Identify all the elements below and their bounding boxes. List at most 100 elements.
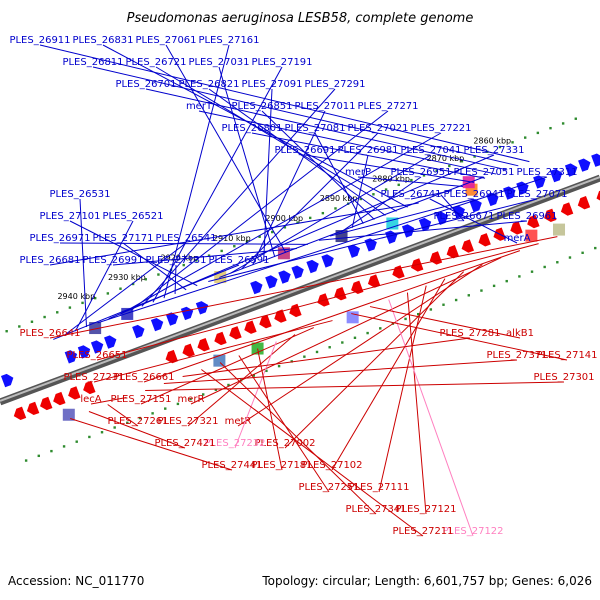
gene-label: PLES_27081 — [284, 123, 345, 134]
minor-tick-upper — [505, 279, 508, 283]
gene-label: PLES_26811 — [62, 57, 123, 68]
forward-gene-arrow — [165, 312, 179, 326]
leader-line — [119, 132, 442, 316]
forward-gene-arrow — [64, 350, 78, 364]
gene-label: PLES_27421 — [154, 438, 215, 449]
feature-block — [335, 230, 348, 243]
leader-line — [49, 236, 558, 339]
leader-line — [284, 271, 465, 449]
leader-line — [112, 247, 297, 266]
gene-label: alkB1 — [506, 328, 534, 339]
minor-tick-lower — [30, 320, 34, 323]
minor-tick-upper — [100, 431, 104, 434]
reverse-gene-arrow — [53, 391, 66, 406]
gene-label: PLES_27281 — [439, 328, 500, 339]
minor-tick-lower — [271, 230, 274, 234]
reverse-gene-arrow — [478, 233, 491, 247]
leader-line — [140, 327, 314, 405]
reverse-gene-arrow — [596, 190, 600, 201]
leader-line — [74, 220, 134, 332]
minor-tick-upper — [151, 412, 154, 415]
minor-tick-lower — [549, 126, 552, 130]
leader-line — [314, 132, 364, 224]
leader-line — [357, 176, 463, 187]
gene-label: PLES_26521 — [102, 211, 163, 222]
forward-gene-arrow — [104, 335, 117, 349]
minor-tick-upper — [568, 256, 572, 259]
minor-tick-lower — [422, 174, 426, 177]
forward-gene-arrow — [347, 244, 361, 258]
gene-label: PLES_26701 — [115, 79, 176, 90]
gene-label: PLES_26641 — [19, 328, 80, 339]
leader-line — [406, 292, 427, 515]
gene-label: PLES_27161 — [198, 35, 259, 46]
leader-line — [155, 66, 397, 212]
gene-label: PLES_27211 — [392, 526, 453, 537]
gene-label: PLES_26681 — [19, 255, 80, 266]
feature-block — [553, 223, 566, 236]
minor-tick-upper — [303, 355, 306, 358]
kbp-tick-label: 2940 kbp — [57, 292, 95, 301]
forward-gene-arrow — [469, 199, 482, 213]
gene-label: PLES_27151 — [110, 394, 171, 405]
reverse-gene-arrow — [26, 401, 40, 416]
minor-tick-lower — [245, 240, 249, 243]
reverse-gene-arrow — [289, 303, 302, 318]
reverse-gene-arrow — [259, 314, 272, 329]
minor-tick-lower — [144, 278, 147, 281]
forward-gene-arrow — [0, 373, 14, 388]
forward-gene-arrow — [77, 345, 91, 359]
gene-label: PLES_26961 — [496, 211, 557, 222]
leader-line — [107, 404, 139, 427]
gene-label: lecA — [80, 394, 101, 405]
gene-label: PLES_27122 — [442, 526, 503, 537]
minor-tick-lower — [220, 249, 223, 253]
reverse-gene-arrow — [446, 245, 460, 259]
gene-label: PLES_27251 — [298, 482, 359, 493]
forward-gene-arrow — [549, 168, 563, 183]
reverse-gene-arrow — [13, 406, 27, 420]
gene-label: PLES_26941 — [443, 189, 504, 200]
forward-gene-arrow — [364, 238, 377, 252]
leader-line — [318, 220, 528, 241]
leader-line — [130, 110, 389, 311]
gene-label: PLES_27051 — [453, 167, 514, 178]
reverse-gene-arrow — [544, 208, 557, 222]
gene-label: PLES_27291 — [304, 79, 365, 90]
minor-tick-upper — [277, 364, 281, 368]
forward-gene-arrow — [516, 181, 529, 195]
reverse-gene-arrow — [560, 202, 574, 216]
minor-tick-lower — [296, 221, 299, 224]
feature-block — [462, 176, 475, 189]
minor-tick-upper — [113, 426, 116, 429]
leader-line — [238, 355, 330, 493]
genome-summary: Topology: circular; Length: 6,601,757 bp… — [262, 574, 592, 588]
gene-label: PLES_27141 — [536, 350, 597, 361]
gene-label: PLES_27002 — [254, 438, 315, 449]
minor-tick-lower — [233, 245, 236, 248]
minor-tick-lower — [18, 325, 21, 328]
leader-line — [263, 88, 273, 261]
minor-tick-lower — [308, 216, 312, 220]
minor-tick-upper — [201, 393, 205, 396]
minor-tick-lower — [195, 259, 198, 262]
gene-label: PLES_27231 — [63, 372, 124, 383]
forward-gene-arrow — [564, 163, 578, 177]
gene-label: PLES_26691 — [274, 145, 335, 156]
leader-line — [351, 313, 568, 361]
gene-label: PLES_26741 — [380, 189, 441, 200]
kbp-tick-label: 2900 kbp — [265, 214, 303, 223]
leader-line — [208, 88, 386, 216]
reverse-gene-arrow — [68, 386, 81, 400]
leader-line — [208, 198, 538, 283]
gene-label: PLES_27021 — [347, 123, 408, 134]
minor-tick-upper — [492, 284, 496, 288]
minor-tick-lower — [448, 164, 451, 168]
leader-line — [182, 337, 471, 378]
minor-tick-upper — [328, 346, 331, 349]
minor-tick-lower — [574, 117, 577, 120]
gene-label: PLES_27102 — [301, 460, 362, 471]
minor-tick-upper — [543, 265, 546, 269]
gene-label: PLES_27121 — [395, 504, 456, 515]
